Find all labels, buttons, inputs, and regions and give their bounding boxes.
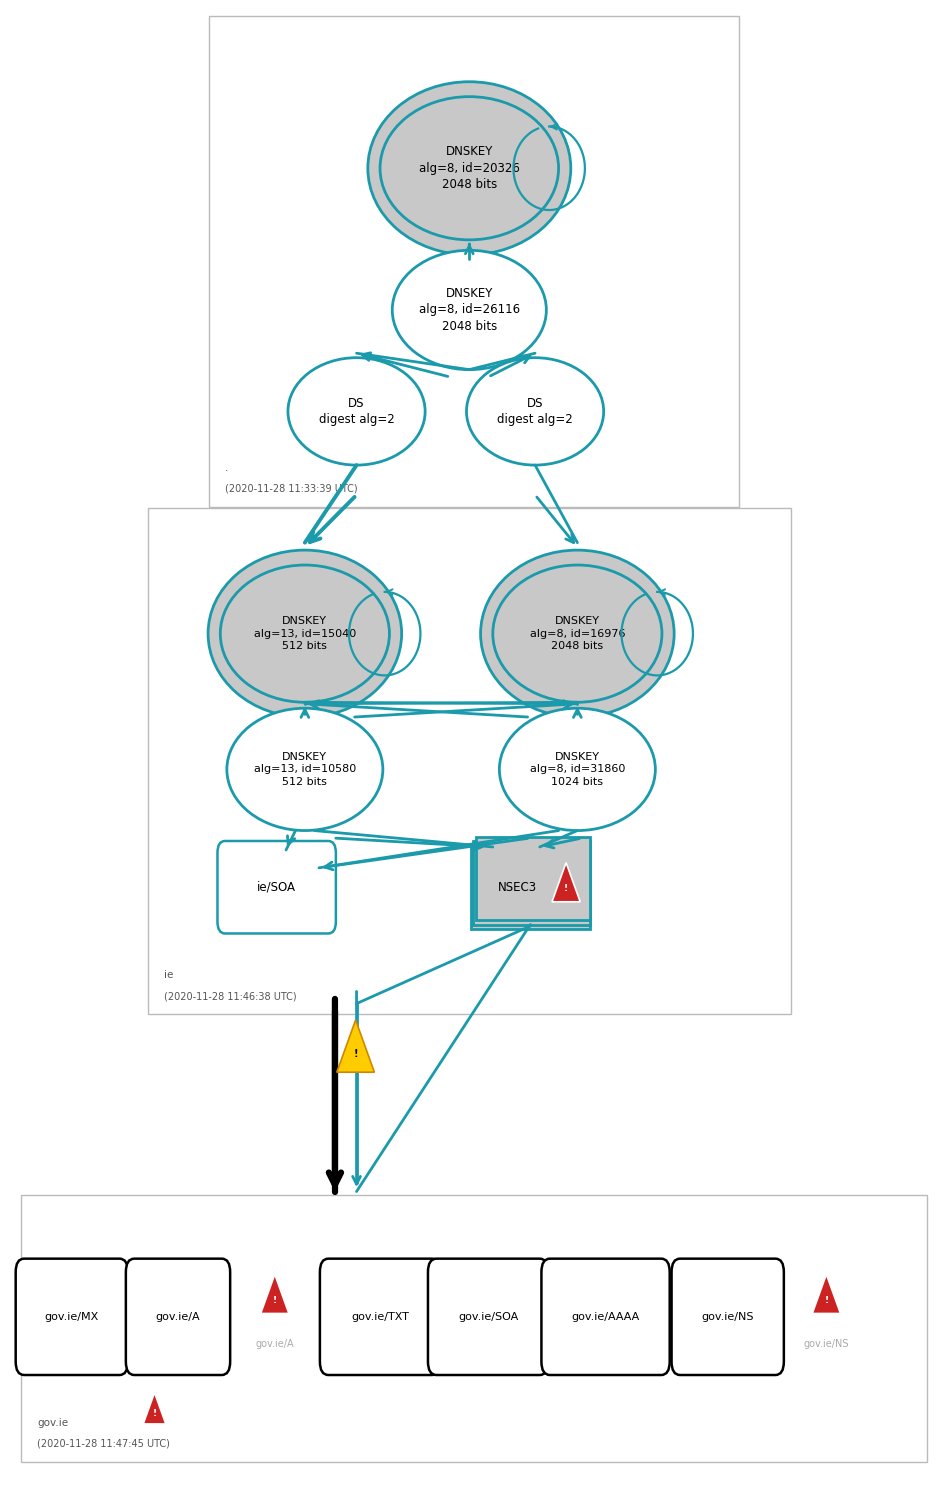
Polygon shape: [261, 1275, 289, 1314]
FancyBboxPatch shape: [671, 1258, 784, 1376]
Text: (2020-11-28 11:33:39 UTC): (2020-11-28 11:33:39 UTC): [225, 484, 357, 494]
Polygon shape: [337, 1020, 374, 1072]
Text: ie: ie: [164, 970, 173, 980]
Ellipse shape: [466, 357, 604, 465]
FancyBboxPatch shape: [428, 1258, 548, 1376]
FancyBboxPatch shape: [209, 16, 739, 507]
FancyBboxPatch shape: [16, 1258, 128, 1376]
Text: DNSKEY
alg=13, id=10580
512 bits: DNSKEY alg=13, id=10580 512 bits: [254, 752, 356, 788]
Text: (2020-11-28 11:47:45 UTC): (2020-11-28 11:47:45 UTC): [37, 1438, 170, 1449]
Ellipse shape: [380, 96, 558, 240]
FancyBboxPatch shape: [217, 842, 336, 933]
FancyBboxPatch shape: [541, 1258, 669, 1376]
Ellipse shape: [288, 357, 425, 465]
Text: !: !: [825, 1296, 829, 1305]
Text: .: .: [225, 464, 228, 472]
Text: gov.ie/A: gov.ie/A: [155, 1312, 200, 1322]
FancyBboxPatch shape: [476, 837, 590, 920]
Text: DNSKEY
alg=8, id=26116
2048 bits: DNSKEY alg=8, id=26116 2048 bits: [419, 286, 520, 333]
Text: gov.ie: gov.ie: [37, 1418, 68, 1428]
FancyBboxPatch shape: [148, 509, 791, 1014]
Text: DS
digest alg=2: DS digest alg=2: [319, 396, 394, 426]
Ellipse shape: [368, 81, 571, 255]
Text: DNSKEY
alg=8, id=31860
1024 bits: DNSKEY alg=8, id=31860 1024 bits: [530, 752, 625, 788]
Text: (2020-11-28 11:46:38 UTC): (2020-11-28 11:46:38 UTC): [164, 992, 297, 1000]
Text: gov.ie/AAAA: gov.ie/AAAA: [572, 1312, 640, 1322]
Ellipse shape: [220, 566, 390, 702]
Ellipse shape: [392, 251, 546, 369]
Polygon shape: [143, 1392, 166, 1423]
Text: gov.ie/NS: gov.ie/NS: [804, 1338, 849, 1348]
Text: !: !: [153, 1408, 156, 1418]
Ellipse shape: [208, 550, 402, 717]
Text: DS
digest alg=2: DS digest alg=2: [497, 396, 573, 426]
Text: ie/SOA: ie/SOA: [257, 880, 296, 894]
Text: !: !: [354, 1050, 357, 1059]
Text: gov.ie/TXT: gov.ie/TXT: [351, 1312, 409, 1322]
FancyBboxPatch shape: [126, 1258, 230, 1376]
Text: gov.ie/NS: gov.ie/NS: [702, 1312, 754, 1322]
Ellipse shape: [227, 708, 383, 831]
Text: DNSKEY
alg=8, id=20326
2048 bits: DNSKEY alg=8, id=20326 2048 bits: [419, 146, 520, 192]
Ellipse shape: [481, 550, 674, 717]
FancyBboxPatch shape: [319, 1258, 440, 1376]
Text: gov.ie/SOA: gov.ie/SOA: [458, 1312, 519, 1322]
Polygon shape: [552, 862, 580, 901]
Text: !: !: [564, 884, 568, 892]
Text: gov.ie/MX: gov.ie/MX: [45, 1312, 99, 1322]
Text: gov.ie/A: gov.ie/A: [255, 1338, 294, 1348]
Text: DNSKEY
alg=8, id=16976
2048 bits: DNSKEY alg=8, id=16976 2048 bits: [530, 616, 625, 651]
Text: !: !: [273, 1296, 277, 1305]
Text: DNSKEY
alg=13, id=15040
512 bits: DNSKEY alg=13, id=15040 512 bits: [254, 616, 356, 651]
FancyBboxPatch shape: [473, 842, 590, 924]
Ellipse shape: [500, 708, 655, 831]
FancyBboxPatch shape: [21, 1194, 927, 1461]
FancyBboxPatch shape: [471, 846, 590, 928]
Ellipse shape: [493, 566, 662, 702]
Text: NSEC3: NSEC3: [498, 880, 537, 894]
Polygon shape: [812, 1275, 841, 1314]
